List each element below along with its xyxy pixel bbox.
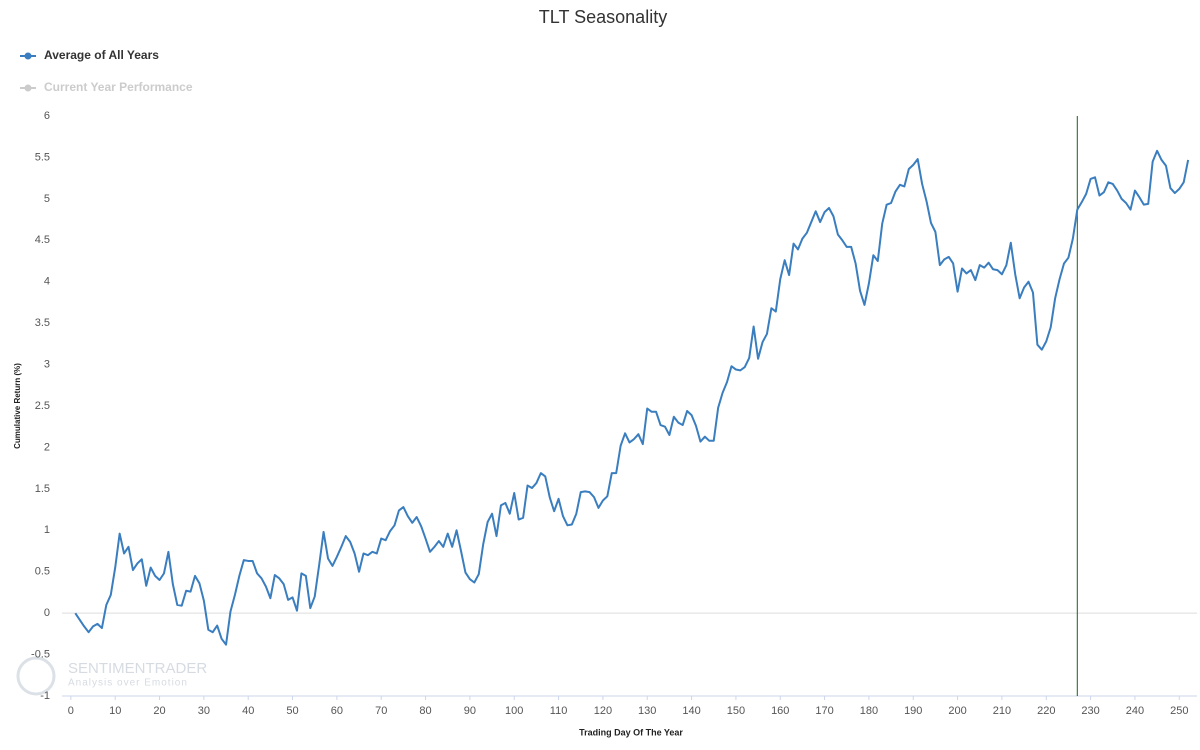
legend-swatch-dot [24, 84, 32, 92]
watermark-name: SENTIMENTRADER [68, 660, 207, 677]
x-tick-label: 20 [153, 705, 165, 717]
x-tick-label: 160 [771, 705, 789, 717]
x-tick-label: 90 [464, 705, 476, 717]
y-tick-label: 0.5 [35, 566, 50, 578]
y-tick-label: 0 [44, 607, 50, 619]
watermark: SENTIMENTRADER Analysis over Emotion [16, 656, 207, 696]
legend-item: Current Year Performance [20, 80, 193, 94]
x-tick-label: 180 [860, 705, 878, 717]
x-tick-label: 190 [904, 705, 922, 717]
y-tick-label: 3.5 [35, 317, 50, 329]
x-tick-label: 30 [198, 705, 210, 717]
series-line [74, 149, 1190, 646]
x-tick-label: 220 [1037, 705, 1055, 717]
legend-label: Average of All Years [44, 48, 159, 62]
watermark-tagline: Analysis over Emotion [68, 678, 188, 689]
x-tick-label: 170 [815, 705, 833, 717]
x-tick-label: 110 [550, 705, 568, 717]
legend-label: Current Year Performance [44, 80, 193, 94]
y-tick-label: -1 [40, 690, 50, 702]
y-tick-label: 2.5 [35, 400, 50, 412]
x-tick-label: 210 [993, 705, 1011, 717]
y-axis-label: Cumulative Return (%) [13, 363, 22, 449]
x-tick-label: 130 [638, 705, 656, 717]
y-tick-label: 1 [44, 524, 50, 536]
x-tick-label: 240 [1126, 705, 1144, 717]
x-tick-label: 230 [1081, 705, 1099, 717]
x-tick-label: 140 [682, 705, 700, 717]
x-tick-label: 250 [1170, 705, 1188, 717]
x-tick-label: 70 [375, 705, 387, 717]
y-tick-label: -0.5 [31, 648, 50, 660]
x-tick-label: 150 [727, 705, 745, 717]
x-tick-label: 50 [286, 705, 298, 717]
x-tick-label: 100 [505, 705, 523, 717]
y-tick-label: 4.5 [35, 234, 50, 246]
y-tick-label: 1.5 [35, 483, 50, 495]
x-tick-label: 120 [594, 705, 612, 717]
legend-swatch-dot [24, 52, 32, 60]
x-tick-label: 10 [109, 705, 121, 717]
chart-title: TLT Seasonality [539, 7, 667, 27]
y-tick-label: 3 [44, 358, 50, 370]
y-tick-label: 5 [44, 193, 50, 205]
legend-item: Average of All Years [20, 48, 159, 62]
watermark-icon [16, 656, 56, 696]
y-tick-label: 4 [44, 276, 50, 288]
x-tick-label: 80 [419, 705, 431, 717]
x-tick-label: 0 [68, 705, 74, 717]
x-tick-label: 40 [242, 705, 254, 717]
y-tick-label: 2 [44, 441, 50, 453]
y-tick-label: 5.5 [35, 151, 50, 163]
x-tick-label: 200 [948, 705, 966, 717]
x-tick-label: 60 [331, 705, 343, 717]
y-tick-label: 6 [44, 110, 50, 122]
x-axis-label: Trading Day Of The Year [579, 727, 683, 737]
